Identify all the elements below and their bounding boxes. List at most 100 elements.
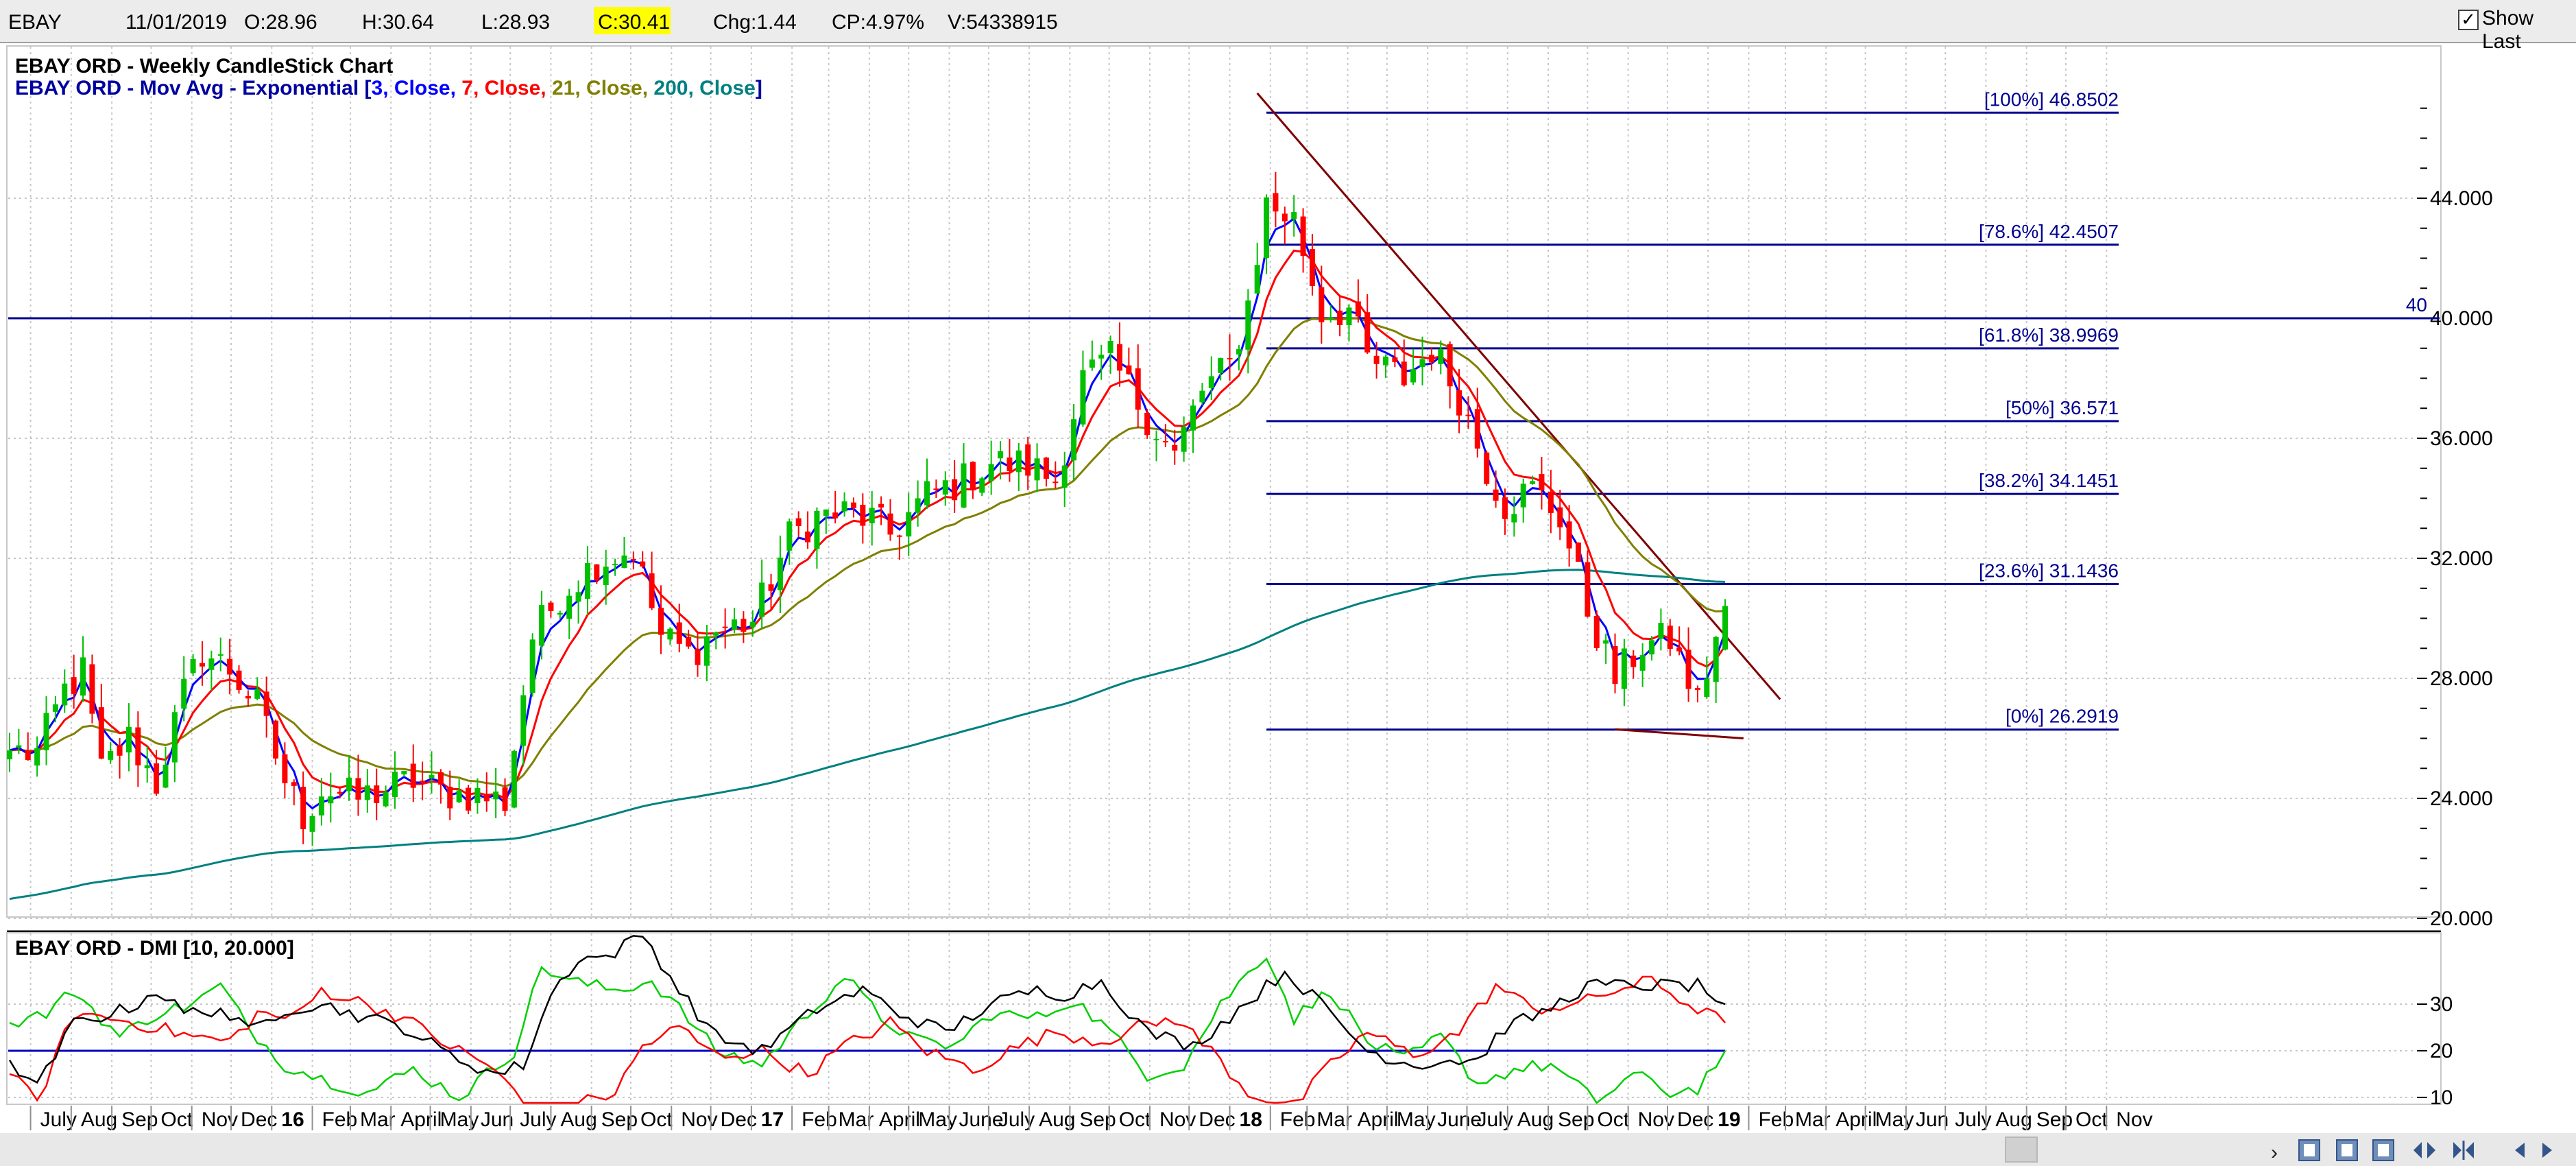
x-axis-label: Nov	[202, 1108, 238, 1131]
candlestick	[25, 732, 31, 761]
candle-body	[1511, 514, 1517, 523]
candle-body	[364, 785, 370, 800]
candle-body	[1273, 193, 1279, 212]
zoom-out-icon[interactable]	[2336, 1139, 2358, 1161]
candle-body	[1034, 458, 1040, 481]
candlestick	[208, 650, 215, 691]
candle-body	[80, 657, 86, 696]
candle-body	[686, 636, 692, 647]
candlestick	[1658, 608, 1664, 651]
candle-body	[988, 464, 994, 481]
x-axis-label: May	[1397, 1108, 1436, 1131]
legend-segment: , Close,	[383, 77, 461, 99]
candle-body	[1015, 450, 1022, 473]
candlestick	[135, 711, 141, 787]
candle-body	[1135, 368, 1141, 410]
price-panel-title: EBAY ORD - Weekly CandleStick Chart	[15, 55, 393, 78]
candlestick	[1667, 619, 1673, 656]
candle-body	[695, 648, 701, 665]
quote-high: H:30.64	[362, 11, 434, 34]
x-axis-label: Oct	[1597, 1108, 1629, 1131]
zoom-in-icon[interactable]	[2298, 1139, 2320, 1161]
candlestick	[1052, 461, 1059, 489]
candlestick	[1144, 409, 1151, 439]
candlestick	[887, 499, 893, 541]
horizontal-scrollbar[interactable]	[0, 1133, 2576, 1166]
scroll-right-icon[interactable]: ›	[2271, 1141, 2278, 1164]
support-trendline	[1615, 728, 1744, 739]
candlestick	[1502, 488, 1508, 535]
candlestick	[1061, 451, 1068, 508]
candle-body	[1447, 344, 1453, 387]
candlestick	[117, 737, 123, 779]
candlestick	[575, 580, 581, 624]
candlestick	[466, 785, 471, 815]
candle-body	[1300, 216, 1306, 257]
candle-body	[1585, 562, 1591, 617]
candle-body	[1575, 543, 1581, 562]
candle-body	[814, 510, 820, 549]
candlestick	[603, 549, 609, 605]
candlestick	[144, 746, 150, 783]
candle-body	[832, 512, 839, 519]
candle-body	[1520, 484, 1526, 508]
x-axis-label: June	[959, 1108, 1003, 1131]
candlestick	[1300, 208, 1306, 273]
quote-volume: V:54338915	[948, 11, 1058, 34]
candle-body	[741, 619, 747, 632]
show-last-checkbox[interactable]: ✓	[2458, 10, 2479, 30]
candlestick	[988, 440, 994, 495]
scroll-left-icon[interactable]	[2515, 1143, 2525, 1158]
candlestick	[594, 564, 600, 584]
x-axis-label: Oct	[1119, 1108, 1151, 1131]
candlestick	[1713, 635, 1719, 703]
candle-body	[1061, 465, 1068, 488]
candlestick	[1291, 195, 1297, 237]
candle-body	[511, 750, 517, 808]
x-axis-label: Feb	[1758, 1108, 1794, 1131]
scroll-end-icon[interactable]	[2542, 1143, 2552, 1158]
candlestick	[474, 778, 481, 814]
candle-body	[603, 567, 609, 586]
candlestick	[1355, 279, 1361, 323]
candle-body	[383, 792, 389, 807]
candlestick	[493, 768, 499, 818]
compress-range-icon[interactable]	[2453, 1141, 2474, 1160]
candle-body	[1218, 357, 1224, 373]
show-last-label[interactable]: Show Last	[2482, 7, 2534, 53]
candlestick	[786, 518, 793, 565]
fit-view-icon[interactable]	[2372, 1139, 2394, 1161]
candle-body	[1438, 349, 1444, 364]
candlestick	[429, 751, 435, 794]
candlestick	[328, 772, 334, 823]
candlestick	[190, 654, 196, 676]
candlestick	[1071, 404, 1077, 481]
fibonacci-level-label: [61.8%] 38.9969	[1979, 324, 2119, 346]
candlestick	[961, 443, 967, 508]
candlestick	[667, 627, 673, 645]
quote-open: O:28.96	[244, 11, 317, 34]
candle-body	[62, 683, 68, 706]
candlestick	[878, 496, 884, 525]
candlestick	[970, 461, 976, 499]
candle-body	[1208, 376, 1214, 388]
candle-body	[759, 582, 765, 617]
candlestick	[346, 755, 352, 801]
x-axis-label: Oct	[160, 1108, 193, 1131]
candlestick	[1236, 345, 1242, 371]
candle-body	[970, 462, 976, 490]
candlestick	[979, 476, 985, 497]
candle-body	[1539, 474, 1545, 490]
candle-body	[135, 727, 141, 765]
x-axis-label: Sep	[1558, 1108, 1594, 1131]
candlestick	[511, 749, 517, 809]
scrollbar-thumb[interactable]	[2005, 1137, 2038, 1163]
candle-body	[584, 562, 590, 599]
candlestick	[933, 479, 939, 499]
candle-body	[1603, 640, 1609, 644]
candlestick	[502, 778, 508, 817]
y-axis-label: 28.000	[2430, 667, 2493, 690]
expand-range-icon[interactable]	[2414, 1142, 2435, 1158]
candlestick	[1007, 438, 1013, 482]
